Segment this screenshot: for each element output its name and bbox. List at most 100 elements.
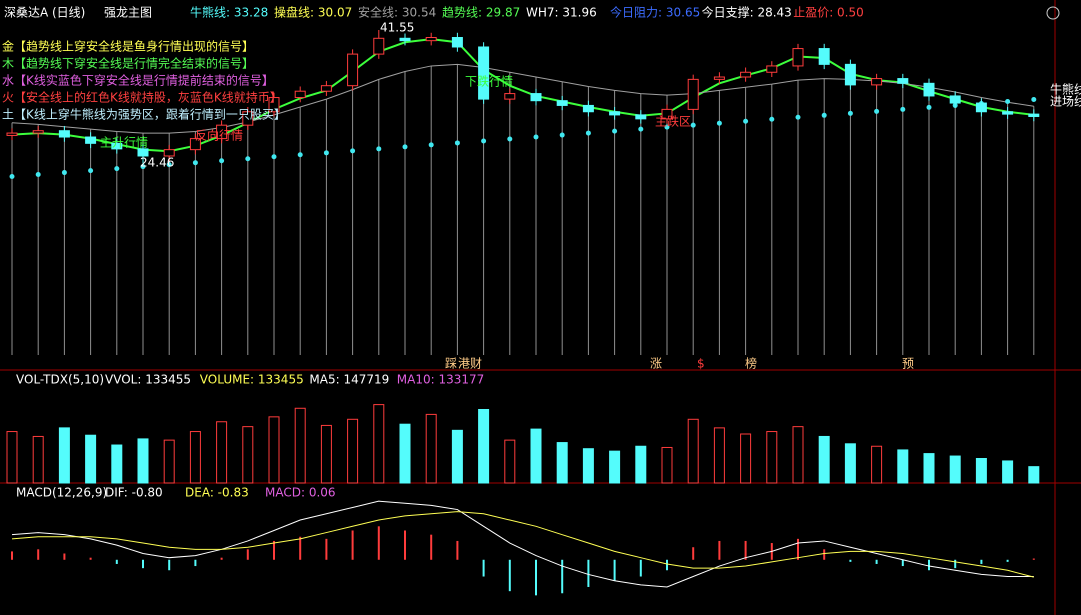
bull-bear-dot (612, 128, 618, 134)
event-marker: $ (697, 357, 705, 371)
volume-bar (425, 413, 437, 484)
volume-bar (530, 428, 542, 484)
candle-body (687, 78, 699, 110)
indicator-line (11, 38, 1034, 153)
bull-bear-dot (716, 120, 722, 126)
candle-body (373, 37, 385, 55)
volume-bar (897, 449, 909, 484)
candle-body (609, 111, 621, 116)
annotation: 24.46 (140, 156, 174, 170)
volume-bar (504, 439, 516, 484)
volume-bar (216, 421, 228, 484)
bull-bear-dot (376, 146, 382, 152)
header-item: WH7: 31.96 (526, 6, 597, 20)
candle-body (975, 102, 987, 113)
candle-body (137, 148, 149, 157)
bull-bear-dot (166, 162, 172, 168)
indicator-line (11, 63, 1034, 134)
bull-bear-dot (192, 160, 198, 166)
bull-bear-dot (350, 148, 356, 154)
dif-line (11, 500, 1034, 588)
candle-body (530, 93, 542, 102)
volume-bar (347, 418, 359, 484)
header-item: 今日阻力: 30.65 (610, 5, 700, 20)
volume-bar (399, 423, 411, 484)
pane-title: VOL-TDX(5,10) (16, 373, 104, 387)
header-item: 牛熊线: 33.28 (190, 5, 268, 20)
candle-body (6, 132, 18, 136)
candle-body (871, 78, 883, 86)
volume-bar (635, 445, 647, 484)
bull-bear-dot (428, 142, 434, 148)
candle-body (294, 90, 306, 99)
pane-item: DIF: -0.80 (105, 486, 163, 500)
volume-bar (975, 458, 987, 484)
bull-bear-dot (664, 124, 670, 130)
volume-bar (111, 444, 123, 484)
bull-bear-dot (140, 164, 146, 170)
bull-bear-dot (297, 152, 303, 158)
bull-bear-dot (743, 118, 749, 124)
bull-bear-dot (874, 108, 880, 114)
volume-bar (949, 455, 961, 484)
bull-bear-dot (219, 158, 225, 164)
volume-bar (373, 404, 385, 484)
candle-body (897, 78, 909, 84)
candle-body (949, 95, 961, 104)
volume-bar (320, 424, 332, 484)
bull-bear-dot (88, 168, 94, 174)
dea-line (11, 511, 1034, 578)
period: (日线) (52, 6, 85, 20)
bull-bear-dot (61, 170, 67, 176)
candle-body (661, 108, 673, 120)
candle-body (582, 104, 594, 113)
candle-body (818, 48, 830, 65)
candle-body (713, 76, 725, 80)
candle-body (792, 48, 804, 67)
pane-item: MACD: 0.06 (265, 486, 336, 500)
volume-bar (451, 429, 463, 484)
volume-bar (713, 427, 725, 484)
bull-bear-dot (585, 130, 591, 136)
bull-bear-dot (900, 106, 906, 112)
stock-name: 深桑达A (4, 6, 49, 20)
volume-bar (478, 409, 490, 484)
event-marker: 涨 (650, 356, 662, 371)
header-item: 操盘线: 30.07 (274, 5, 352, 20)
header-item: 趋势线: 29.87 (442, 6, 520, 20)
bull-bear-dot (1005, 98, 1011, 104)
pane-item: MA5: 147719 (309, 373, 389, 387)
annotation: 主跌区 (655, 114, 691, 129)
volume-bar (609, 450, 621, 484)
pane-item: DEA: -0.83 (185, 486, 249, 500)
volume-bar (294, 407, 306, 484)
settings-button[interactable] (1046, 6, 1060, 20)
note: 木【趋势线下穿安全线是行情完全结束的信号】 (2, 56, 254, 71)
volume-bar (163, 439, 175, 484)
bull-bear-dot (35, 172, 41, 178)
candle-body (111, 142, 123, 150)
bull-bear-dot (821, 112, 827, 118)
candle-body (189, 138, 201, 151)
candle-body (85, 136, 97, 144)
bull-bear-dot (769, 116, 775, 122)
candle-body (242, 111, 254, 126)
volume-bar (189, 431, 201, 484)
annotation: 下跌行情 (465, 74, 513, 89)
bull-bear-dot (690, 122, 696, 128)
volume-bar (923, 453, 935, 484)
annotation: 进场线 (1050, 95, 1081, 109)
volume-bar (661, 446, 673, 484)
volume-bar (740, 433, 752, 484)
annotation: 反向行情 (195, 128, 243, 143)
candle-body (844, 63, 856, 86)
header-item: 今日支撑: 28.43 (702, 5, 792, 20)
bull-bear-dot (454, 140, 460, 146)
bull-bear-dot (323, 150, 329, 156)
candle-body (1028, 113, 1040, 117)
volume-bar (844, 443, 856, 484)
bull-bear-dot (402, 144, 408, 150)
event-marker: 港 (458, 357, 470, 371)
candle-body (399, 37, 411, 42)
candle-body (268, 97, 280, 113)
